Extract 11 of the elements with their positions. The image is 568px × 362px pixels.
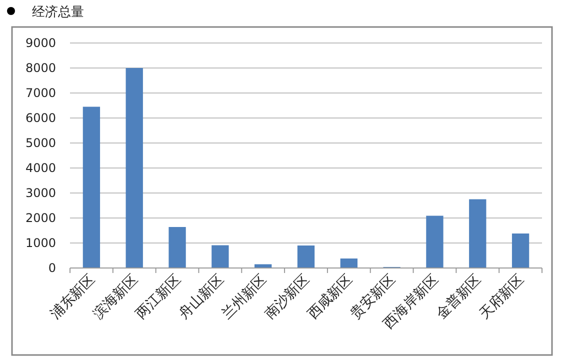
y-tick-label: 0 — [48, 261, 56, 275]
y-tick-label: 7000 — [25, 86, 56, 100]
y-tick-label: 2000 — [25, 211, 56, 225]
y-tick-label: 5000 — [25, 136, 56, 150]
y-tick-label: 6000 — [25, 111, 56, 125]
y-tick-label: 9000 — [25, 36, 56, 50]
y-tick-label: 1000 — [25, 236, 56, 250]
y-tick-label: 8000 — [25, 61, 56, 75]
chart-title: 经济总量 — [32, 5, 84, 20]
y-tick-label: 3000 — [25, 186, 56, 200]
y-tick-label: 4000 — [25, 161, 56, 175]
